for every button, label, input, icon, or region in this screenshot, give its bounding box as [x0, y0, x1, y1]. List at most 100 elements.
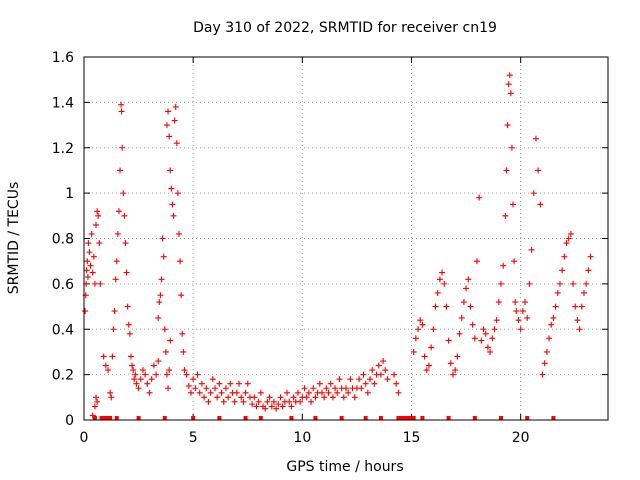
- data-point: [288, 403, 295, 410]
- baseline-marker: [243, 416, 248, 420]
- baseline-marker: [99, 416, 104, 420]
- baseline-marker: [402, 416, 407, 420]
- data-point: [567, 230, 574, 237]
- data-point: [382, 367, 389, 374]
- data-point: [467, 303, 474, 310]
- data-point: [578, 303, 585, 310]
- data-point: [443, 303, 450, 310]
- data-point: [181, 367, 188, 374]
- data-point: [273, 405, 280, 412]
- data-point: [160, 253, 167, 260]
- data-point: [153, 371, 160, 378]
- plot-frame: [83, 56, 609, 421]
- data-point: [428, 344, 435, 351]
- data-point: [471, 335, 478, 342]
- data-point: [192, 385, 199, 392]
- data-point: [166, 133, 173, 140]
- y-tick-label: 0: [65, 413, 74, 429]
- data-point: [441, 280, 448, 287]
- data-point: [236, 380, 243, 387]
- data-point: [257, 389, 264, 396]
- baseline-marker: [472, 416, 477, 420]
- baseline-marker: [499, 416, 504, 420]
- baseline-marker: [103, 416, 108, 420]
- baseline-marker: [106, 416, 111, 420]
- data-point: [458, 314, 465, 321]
- data-point: [454, 353, 461, 360]
- data-point: [102, 362, 109, 369]
- chart-title: Day 310 of 2022, SRMTID for receiver cn1…: [193, 20, 497, 36]
- data-point: [550, 314, 557, 321]
- data-point: [505, 81, 512, 88]
- data-point: [360, 371, 367, 378]
- data-point: [563, 240, 570, 247]
- data-point: [369, 367, 376, 374]
- data-point: [158, 276, 165, 283]
- data-point: [419, 321, 426, 328]
- data-point: [212, 385, 218, 392]
- data-point: [367, 376, 374, 383]
- baseline-marker: [396, 416, 401, 420]
- data-point: [175, 230, 182, 237]
- data-point: [163, 371, 170, 378]
- data-point: [190, 376, 197, 383]
- data-point: [343, 385, 349, 392]
- data-point: [107, 389, 114, 396]
- data-point: [284, 389, 291, 396]
- data-point: [113, 258, 120, 265]
- data-point: [334, 389, 341, 396]
- data-point: [556, 280, 563, 287]
- baseline-marker: [92, 416, 97, 420]
- data-point: [585, 267, 592, 274]
- data-point: [491, 326, 498, 333]
- data-point: [112, 276, 119, 283]
- data-point: [327, 380, 334, 387]
- data-point: [135, 385, 142, 392]
- data-point: [231, 398, 238, 405]
- baseline-marker: [289, 416, 294, 420]
- data-point: [121, 212, 128, 219]
- data-point: [88, 230, 95, 237]
- x-tick-label: 20: [512, 430, 530, 446]
- data-point: [480, 326, 487, 333]
- data-point: [439, 269, 446, 276]
- data-point: [159, 235, 166, 242]
- data-point: [380, 358, 387, 365]
- data-point: [177, 258, 184, 265]
- data-point: [391, 371, 398, 378]
- data-point: [412, 335, 419, 342]
- data-point: [375, 362, 382, 369]
- data-point: [253, 403, 260, 410]
- data-point: [554, 289, 561, 296]
- data-point: [156, 299, 163, 306]
- data-point: [430, 326, 437, 333]
- data-point: [165, 385, 172, 392]
- data-point: [325, 389, 332, 396]
- baseline-marker: [101, 416, 106, 420]
- data-point: [155, 358, 162, 365]
- x-axis-label: GPS time / hours: [286, 459, 403, 475]
- data-point: [526, 280, 533, 287]
- data-point: [487, 348, 494, 355]
- data-point: [377, 371, 384, 378]
- data-point: [214, 394, 221, 401]
- data-point: [85, 240, 92, 247]
- data-point: [225, 394, 232, 401]
- data-point: [262, 405, 269, 412]
- data-point: [279, 403, 286, 410]
- data-point: [220, 398, 227, 405]
- data-point: [323, 385, 330, 392]
- data-point: [207, 389, 214, 396]
- data-point: [169, 201, 176, 208]
- baseline-marker: [525, 416, 530, 420]
- data-point: [96, 240, 103, 247]
- data-point: [303, 394, 310, 401]
- data-point: [329, 394, 336, 401]
- data-point: [89, 412, 96, 419]
- data-point: [507, 90, 514, 97]
- data-point: [395, 389, 402, 396]
- data-point: [194, 371, 201, 378]
- data-point: [532, 135, 539, 142]
- data-point: [167, 337, 174, 344]
- data-point: [127, 353, 134, 360]
